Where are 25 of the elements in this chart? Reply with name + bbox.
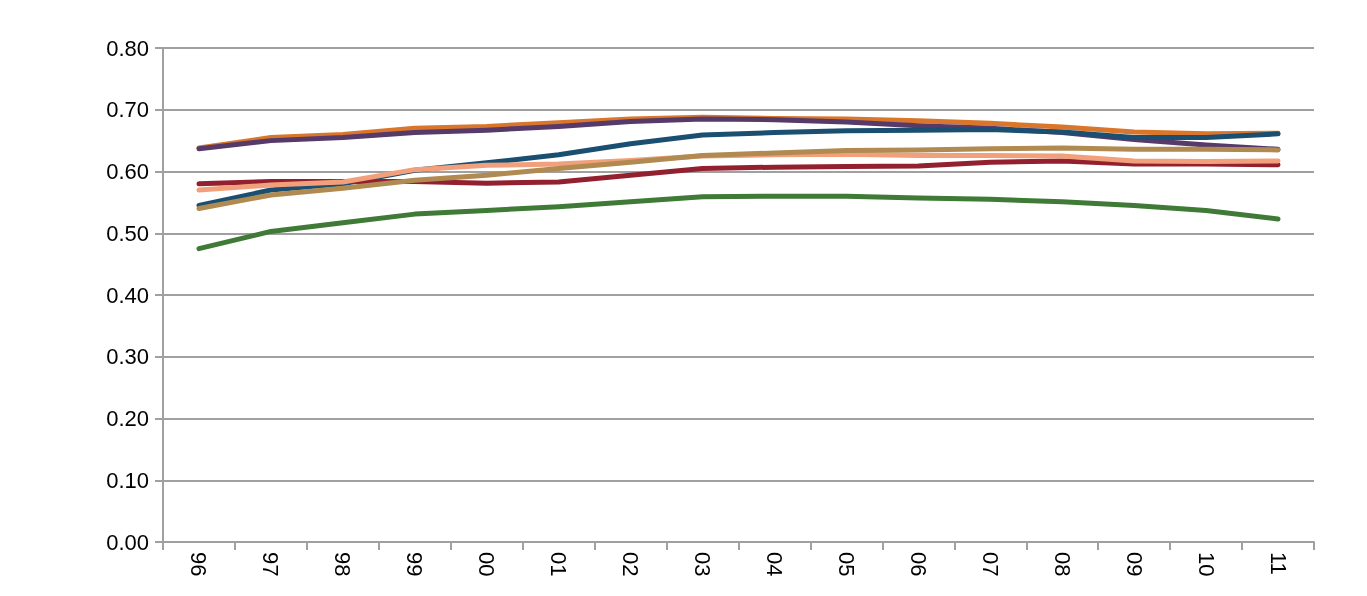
x-tick-label: 07: [977, 552, 1003, 577]
x-tick-label: 11: [1265, 552, 1291, 575]
x-tick-label: 02: [618, 552, 644, 577]
y-tick-label: 0.50: [106, 220, 149, 246]
x-tick-label: 96: [186, 552, 212, 577]
y-tick-label: 0.70: [106, 97, 149, 123]
x-tick-label: 08: [1049, 552, 1075, 577]
x-tick-label: 10: [1193, 552, 1219, 577]
x-tick-label: 00: [474, 552, 500, 577]
x-tick-label: 09: [1121, 552, 1147, 577]
x-tick-label: 97: [258, 552, 284, 577]
y-tick-label: 0.20: [106, 406, 149, 431]
y-tick-label: 0.80: [106, 35, 149, 61]
y-tick-label: 0.10: [106, 467, 149, 493]
y-tick-label: 0.00: [106, 529, 149, 555]
x-tick-label: 05: [833, 552, 859, 577]
x-tick-label: 98: [330, 552, 356, 577]
y-tick-label: 0.30: [106, 344, 149, 370]
x-tick-label: 01: [546, 552, 572, 577]
x-tick-label: 99: [402, 552, 428, 577]
y-tick-label: 0.60: [106, 159, 149, 184]
y-tick-label: 0.40: [106, 282, 149, 308]
x-tick-label: 03: [690, 552, 716, 577]
x-tick-label: 04: [761, 552, 787, 577]
x-tick-label: 06: [905, 552, 931, 577]
